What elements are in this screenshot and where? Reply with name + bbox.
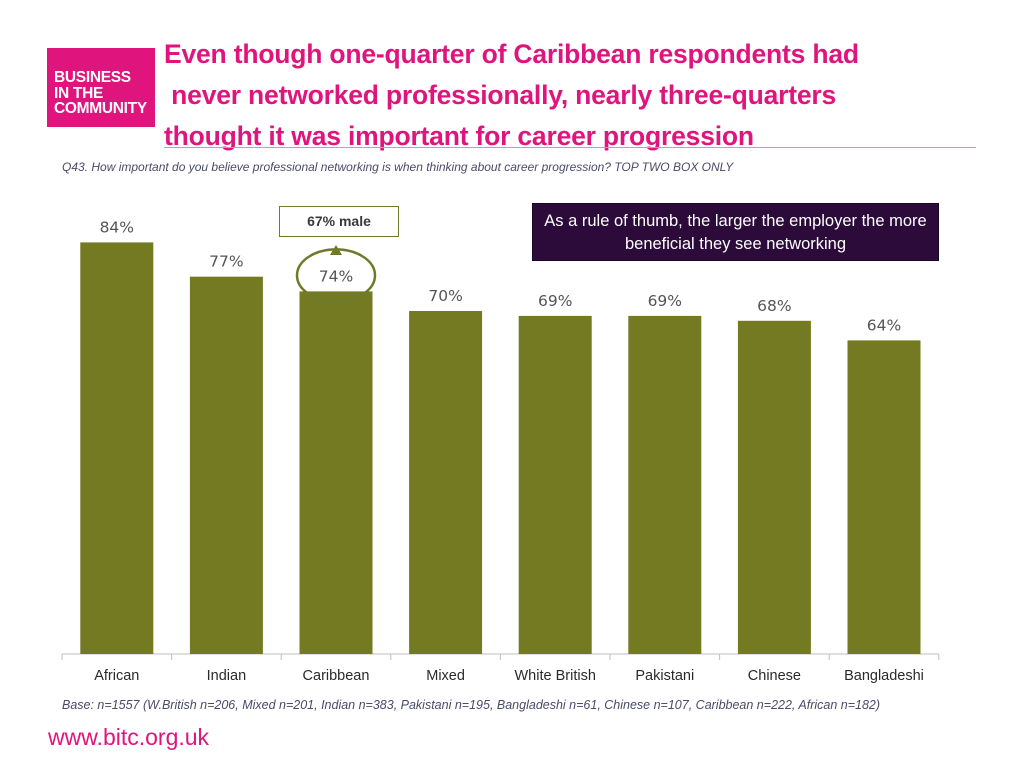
logo-line: BUSINESS — [54, 69, 131, 86]
title-line: Even though one-quarter of Caribbean res… — [164, 39, 859, 69]
annotation-box: 67% male — [279, 206, 399, 237]
category-label: Indian — [207, 668, 247, 684]
category-label: Bangladeshi — [844, 668, 924, 684]
data-label: 74% — [319, 267, 353, 285]
data-label: 69% — [648, 292, 682, 310]
bar-mixed — [409, 311, 483, 654]
bar-bangladeshi — [847, 340, 921, 654]
data-label: 70% — [428, 287, 462, 305]
title-divider — [164, 147, 976, 148]
data-label: 68% — [757, 297, 791, 315]
bar-white-british — [518, 315, 592, 654]
category-label: African — [94, 668, 139, 684]
category-label: White British — [515, 668, 596, 684]
category-label: Chinese — [748, 668, 801, 684]
bar-pakistani — [628, 315, 702, 654]
data-label: 77% — [209, 253, 243, 271]
category-label: Mixed — [426, 668, 465, 684]
data-label: 84% — [100, 218, 134, 236]
website-link[interactable]: www.bitc.org.uk — [48, 724, 210, 750]
data-label: 69% — [538, 292, 572, 310]
data-label: 64% — [867, 316, 901, 334]
bar-indian — [189, 276, 263, 654]
title-line: thought it was important for career prog… — [164, 121, 754, 151]
arrow-head — [330, 245, 342, 255]
base-note: Base: n=1557 (W.British n=206, Mixed n=2… — [62, 698, 881, 712]
bitc-logo: BUSINESS IN THE COMMUNITY — [47, 48, 155, 127]
title-line: never networked professionally, nearly t… — [164, 80, 837, 110]
survey-question: Q43. How important do you believe profes… — [62, 160, 734, 174]
bar-chinese — [737, 320, 811, 654]
category-label: Caribbean — [303, 668, 370, 684]
bar-caribbean — [299, 291, 373, 654]
category-label: Pakistani — [635, 668, 694, 684]
callout-box: As a rule of thumb, the larger the emplo… — [532, 203, 939, 261]
slide-title: Even though one-quarter of Caribbean res… — [164, 34, 964, 157]
bar-african — [80, 242, 154, 654]
logo-line: IN THE — [54, 84, 104, 102]
logo-line: COMMUNITY — [54, 100, 147, 117]
